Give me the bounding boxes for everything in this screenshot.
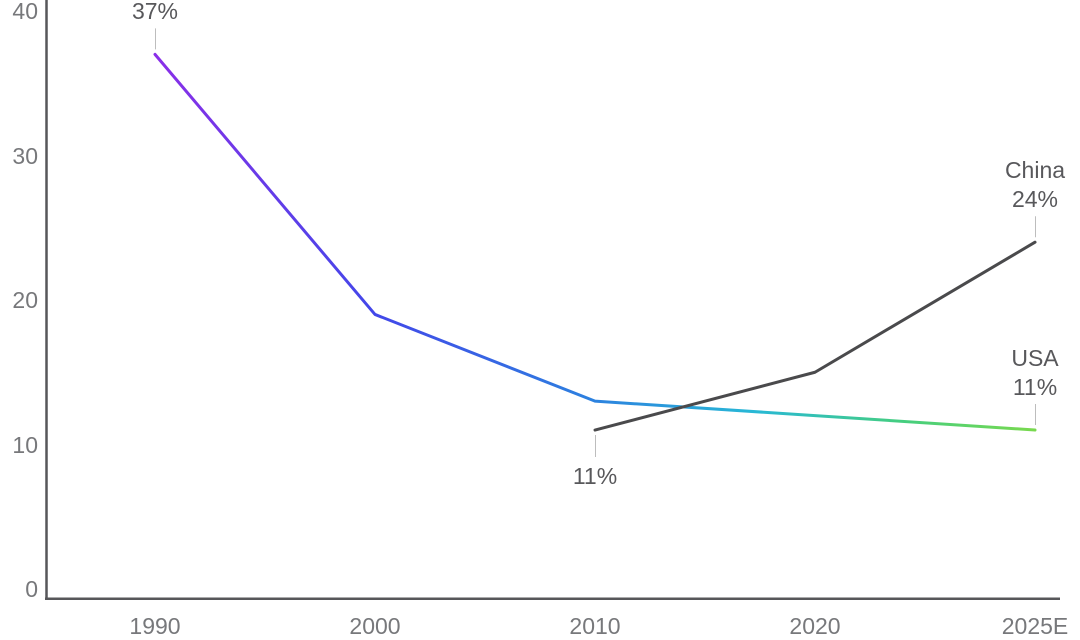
annotation-china-2010: 11% <box>573 462 617 491</box>
y-tick-label: 10 <box>12 431 38 458</box>
y-tick-label: 40 <box>12 0 38 24</box>
x-tick-label: 2000 <box>349 613 401 639</box>
annotation-text: 24% <box>1011 186 1059 213</box>
annotation-china-2025e: China 24% <box>1005 156 1065 214</box>
china-line <box>593 240 1037 432</box>
annotation-text: China <box>1004 157 1066 184</box>
x-tick-label: 2025E <box>1001 613 1069 639</box>
x-tick-label: 2020 <box>789 613 841 639</box>
annotation-usa-2025e: USA 11% <box>1011 344 1058 402</box>
annotation-text: 11% <box>1012 374 1058 401</box>
usa-line <box>153 52 1037 432</box>
x-tick-label: 1990 <box>129 613 181 639</box>
y-tick-label: 30 <box>12 142 38 169</box>
x-tick-label: 2010 <box>569 613 621 639</box>
annotation-text: USA <box>1011 345 1059 372</box>
annotation-text: 37% <box>131 0 179 25</box>
annotation-usa-1990: 37% <box>132 0 178 26</box>
annotation-text: 11% <box>572 463 618 490</box>
y-tick-label: 0 <box>25 576 38 602</box>
axis-lines <box>45 0 1060 600</box>
y-tick-label: 20 <box>12 287 38 313</box>
